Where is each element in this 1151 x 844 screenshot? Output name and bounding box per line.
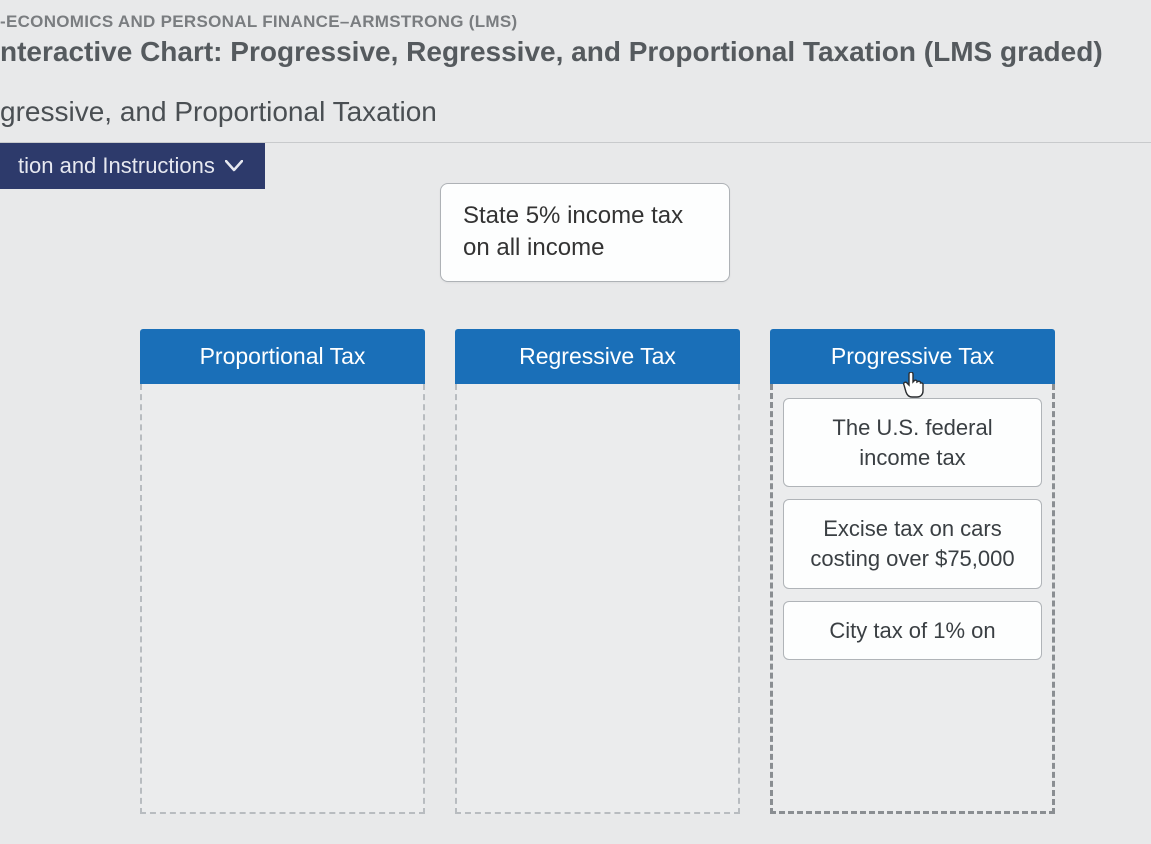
drop-zone-progressive[interactable]: The U.S. federal income tax Excise tax o… bbox=[770, 384, 1055, 814]
placed-card[interactable]: Excise tax on cars costing over $75,000 bbox=[783, 499, 1042, 588]
drag-drop-activity: State 5% income tax on all income Propor… bbox=[0, 189, 1151, 814]
section-title: gressive, and Proportional Taxation bbox=[0, 96, 1151, 142]
placed-card[interactable]: City tax of 1% on bbox=[783, 601, 1042, 661]
instructions-toggle-button[interactable]: tion and Instructions bbox=[0, 143, 265, 189]
draggable-card-current[interactable]: State 5% income tax on all income bbox=[440, 183, 730, 282]
chevron-down-icon bbox=[225, 156, 243, 177]
draggable-card-text: State 5% income tax on all income bbox=[463, 202, 683, 261]
drop-zone-regressive[interactable] bbox=[455, 384, 740, 814]
column-header-progressive[interactable]: Progressive Tax bbox=[770, 329, 1055, 384]
column-header-label: Progressive Tax bbox=[831, 343, 994, 369]
drop-zone-proportional[interactable] bbox=[140, 384, 425, 814]
column-header-regressive[interactable]: Regressive Tax bbox=[455, 329, 740, 384]
column-proportional: Proportional Tax bbox=[140, 329, 425, 814]
column-header-label: Proportional Tax bbox=[200, 343, 366, 369]
course-breadcrumb: -ECONOMICS AND PERSONAL FINANCE–ARMSTRON… bbox=[0, 0, 1151, 36]
placed-card[interactable]: The U.S. federal income tax bbox=[783, 398, 1042, 487]
instructions-button-label: tion and Instructions bbox=[18, 153, 215, 179]
column-header-label: Regressive Tax bbox=[519, 343, 676, 369]
page-title: nteractive Chart: Progressive, Regressiv… bbox=[0, 36, 1151, 96]
column-regressive: Regressive Tax bbox=[455, 329, 740, 814]
placed-card-text: City tax of 1% on bbox=[829, 618, 995, 643]
placed-card-text: The U.S. federal income tax bbox=[832, 415, 992, 470]
placed-card-text: Excise tax on cars costing over $75,000 bbox=[810, 516, 1014, 571]
drop-columns-row: Proportional Tax Regressive Tax Progress… bbox=[0, 189, 1151, 814]
column-progressive: Progressive Tax The U.S. federal income … bbox=[770, 329, 1055, 814]
column-header-proportional[interactable]: Proportional Tax bbox=[140, 329, 425, 384]
